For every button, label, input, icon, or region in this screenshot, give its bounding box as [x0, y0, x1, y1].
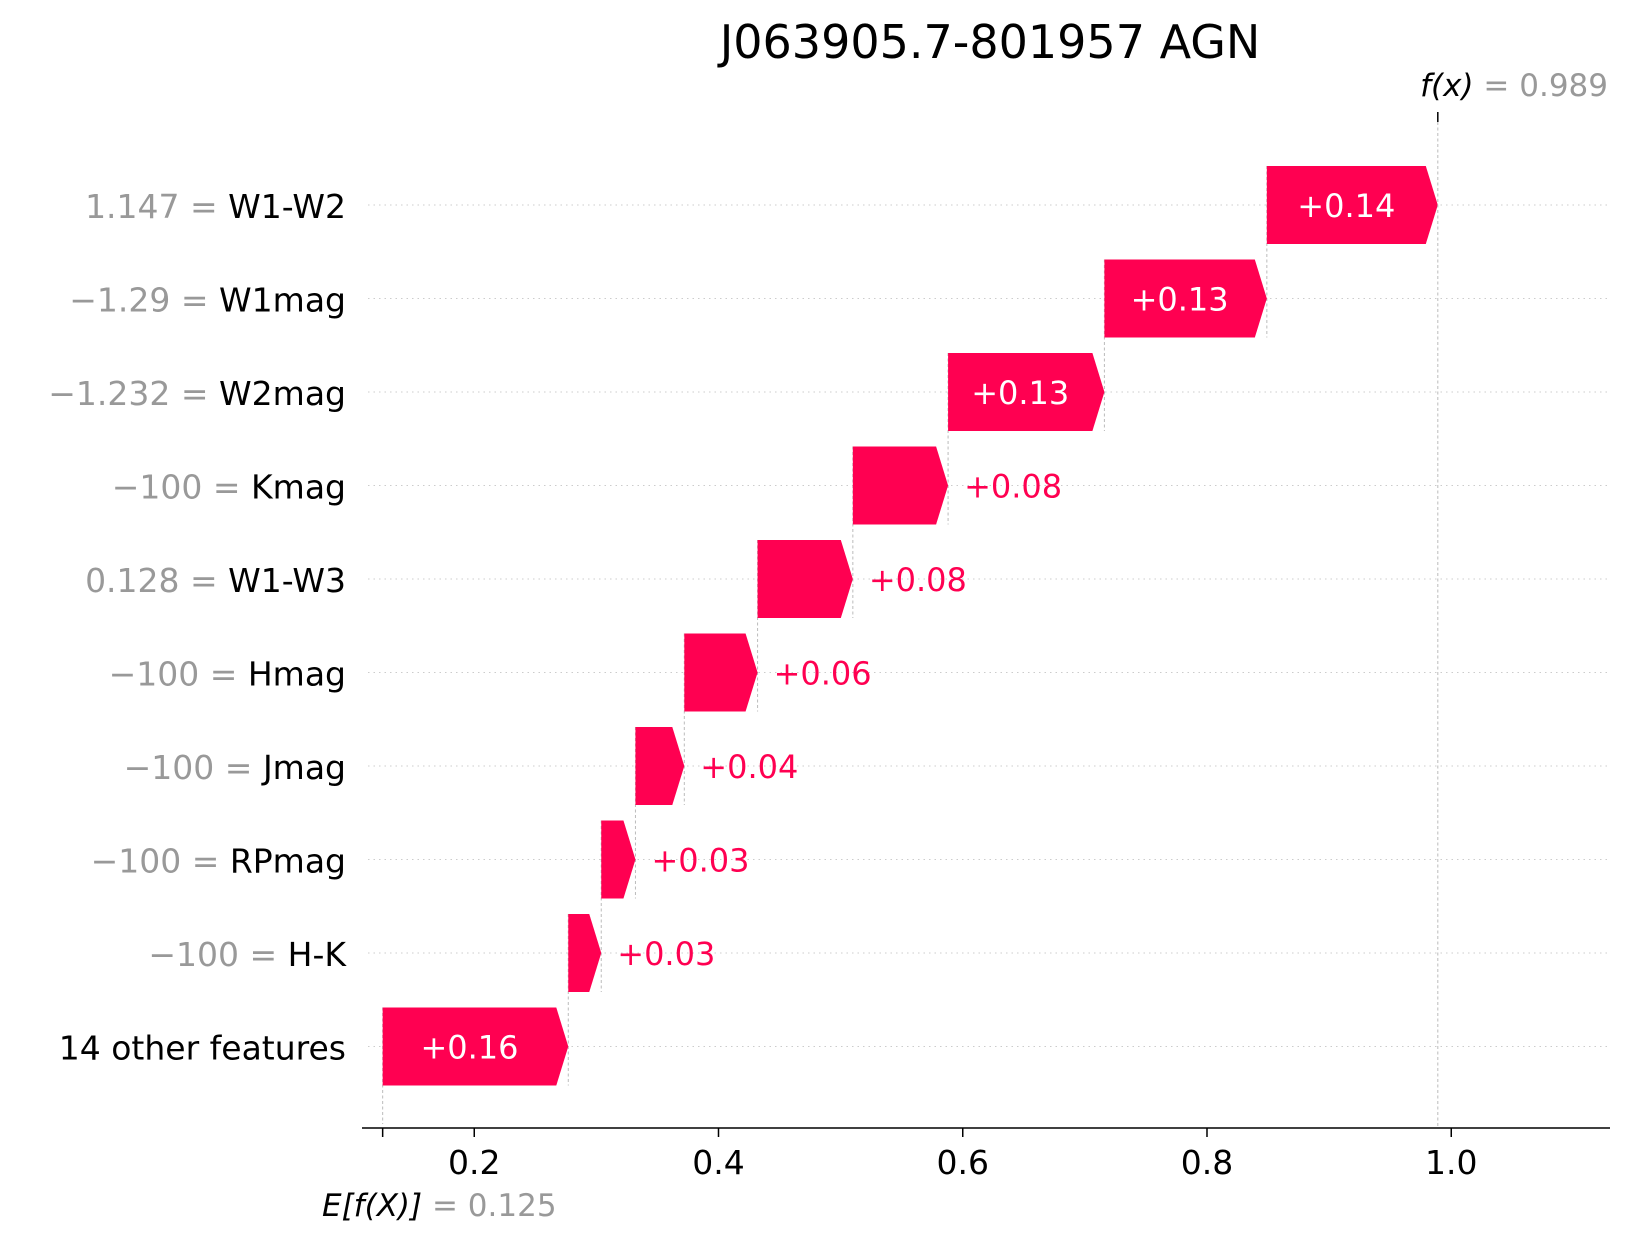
feature-name: W1-W3 — [228, 561, 346, 600]
x-tick-label: 0.2 — [448, 1143, 500, 1182]
x-tick-label: 0.8 — [1181, 1143, 1233, 1182]
bar-hmag — [684, 633, 758, 712]
x-tick-label: 0.4 — [692, 1143, 744, 1182]
output-prefix: f(x) — [1420, 68, 1483, 104]
bar-value-label: +0.14 — [1297, 187, 1395, 225]
feature-value: −1.29 = — [69, 281, 219, 320]
bar-w1mag — [1104, 259, 1267, 338]
x-axis: 0.2 0.4 0.6 0.8 1.0 E[f(X)] = 0.125 — [322, 1127, 1610, 1224]
bar-value-label: +0.08 — [869, 561, 967, 599]
feature-label: −1.29 = W1mag — [69, 281, 346, 320]
bar-value-label: +0.03 — [617, 935, 715, 973]
bar-value-label: +0.13 — [971, 374, 1069, 412]
feature-label: 0.128 = W1-W3 — [85, 561, 346, 600]
feature-name: 14 other features — [59, 1029, 346, 1068]
bar-value-label: +0.13 — [1131, 281, 1229, 319]
feature-name: H-K — [288, 935, 348, 974]
bar-14-other-features — [382, 1007, 569, 1086]
feature-label: −100 = Hmag — [109, 655, 346, 694]
feature-label: −100 = Jmag — [124, 748, 346, 787]
bar-value-label: +0.03 — [651, 842, 749, 880]
feature-value: −100 = — [124, 748, 263, 787]
feature-value: −100 = — [112, 468, 251, 507]
feature-name: Hmag — [248, 655, 346, 694]
feature-label: 14 other features — [59, 1029, 346, 1068]
bar-value-label: +0.06 — [774, 655, 872, 693]
feature-label: −100 = RPmag — [91, 842, 346, 881]
bar-w1-w3 — [757, 540, 853, 618]
feature-label: −1.232 = W2mag — [48, 374, 346, 413]
bar-value-label: +0.04 — [700, 748, 798, 786]
feature-name: W1mag — [219, 281, 346, 320]
feature-value: 1.147 = — [85, 187, 228, 226]
feature-value: −100 = — [148, 935, 287, 974]
feature-labels: 1.147 = W1-W2 −1.29 = W1mag −1.232 = W2mag… — [48, 187, 347, 1068]
bar-w2mag — [948, 353, 1105, 431]
chart-title: J063905.7-801957 AGN — [717, 15, 1261, 69]
base-prefix: E[f(X)] — [322, 1188, 432, 1224]
bar-value-label: +0.16 — [420, 1029, 518, 1067]
bar-w1-w2 — [1266, 166, 1438, 244]
bar-jmag — [635, 727, 685, 805]
output-value-label: f(x) = 0.989 — [1420, 68, 1608, 104]
base-value-label: E[f(X)] = 0.125 — [322, 1188, 557, 1224]
feature-value: −1.232 = — [48, 374, 219, 413]
feature-name: W1-W2 — [228, 187, 346, 226]
feature-value: −100 = — [109, 655, 248, 694]
bar-rpmag — [601, 820, 636, 899]
grid-layer — [368, 204, 1610, 1047]
feature-name: W2mag — [219, 374, 346, 413]
annotations: f(x) = 0.989 — [1420, 68, 1608, 1128]
feature-label: −100 = H-K — [148, 935, 347, 974]
output-value: = 0.989 — [1483, 68, 1608, 104]
feature-name: Jmag — [261, 748, 346, 787]
x-tick-label: 1.0 — [1425, 1143, 1477, 1182]
feature-value: −100 = — [91, 842, 230, 881]
feature-name: RPmag — [230, 842, 346, 881]
bar-h-k — [568, 914, 602, 992]
bar-kmag — [852, 446, 949, 525]
x-tick-label: 0.6 — [937, 1143, 989, 1182]
bar-layer: +0.14 +0.13 +0.13 +0.08 +0.08 +0.06 +0.04 +0.03… — [382, 166, 1438, 1086]
feature-label: 1.147 = W1-W2 — [85, 187, 346, 226]
feature-label: −100 = Kmag — [112, 468, 346, 507]
base-value: = 0.125 — [432, 1188, 557, 1224]
feature-value: 0.128 = — [85, 561, 228, 600]
bar-value-label: +0.08 — [964, 468, 1062, 506]
feature-name: Kmag — [251, 468, 346, 507]
